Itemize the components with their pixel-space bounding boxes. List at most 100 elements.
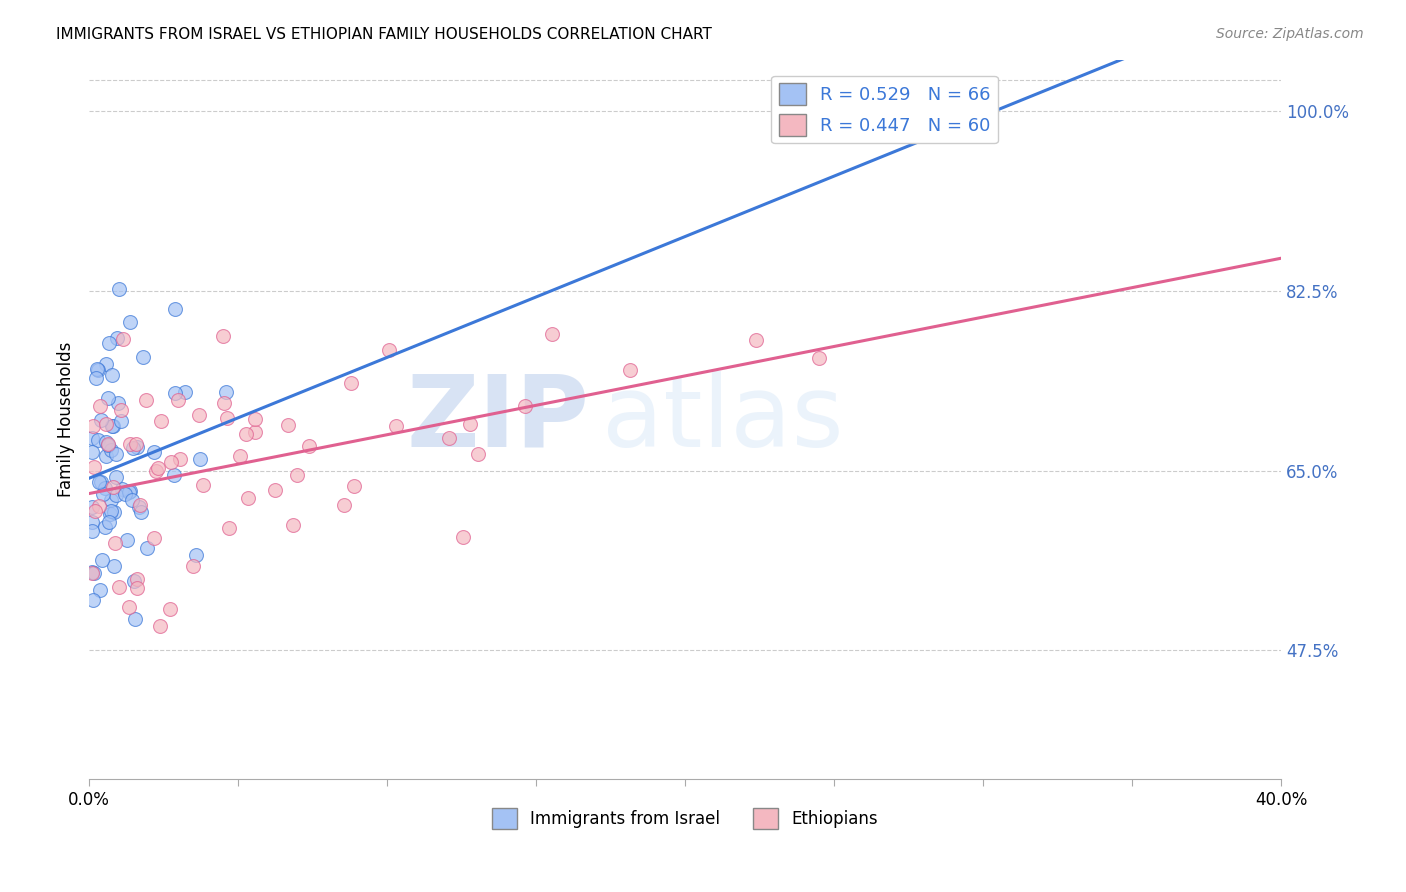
Point — [131, 505, 153, 519]
Point — [96, 357, 118, 371]
Point — [86, 363, 108, 377]
Point — [107, 396, 129, 410]
Point — [212, 396, 235, 410]
Point — [467, 447, 489, 461]
Point — [91, 552, 114, 566]
Point — [169, 451, 191, 466]
Point — [128, 498, 150, 512]
Point — [127, 572, 149, 586]
Point — [181, 559, 204, 574]
Point — [458, 417, 481, 431]
Point — [145, 464, 167, 478]
Point — [124, 611, 146, 625]
Point — [89, 582, 111, 597]
Point — [143, 531, 166, 545]
Point — [105, 331, 128, 345]
Point — [163, 386, 186, 401]
Point — [298, 439, 321, 453]
Point — [103, 418, 125, 433]
Point — [245, 425, 267, 439]
Point — [87, 500, 110, 514]
Y-axis label: Family Households: Family Households — [58, 342, 75, 497]
Point — [114, 487, 136, 501]
Point — [122, 442, 145, 456]
Point — [541, 326, 564, 341]
Point — [94, 482, 117, 496]
Point — [127, 581, 149, 595]
Point — [149, 618, 172, 632]
Point — [83, 460, 105, 475]
Point — [146, 461, 169, 475]
Point — [80, 432, 103, 446]
Point — [104, 488, 127, 502]
Point — [110, 414, 132, 428]
Point — [385, 419, 408, 434]
Point — [186, 548, 208, 562]
Point — [97, 391, 120, 405]
Point — [127, 440, 149, 454]
Point — [745, 333, 768, 347]
Point — [94, 417, 117, 432]
Point — [167, 393, 190, 408]
Point — [80, 566, 103, 580]
Point — [128, 500, 150, 515]
Point — [94, 450, 117, 464]
Point — [215, 411, 238, 425]
Point — [513, 400, 536, 414]
Point — [80, 565, 103, 579]
Point — [108, 580, 131, 594]
Point — [808, 351, 831, 365]
Point — [97, 436, 120, 450]
Text: ZIP: ZIP — [406, 371, 589, 467]
Point — [212, 329, 235, 343]
Point — [163, 302, 186, 317]
Point — [118, 484, 141, 499]
Point — [377, 343, 399, 358]
Point — [98, 507, 121, 521]
Point — [117, 485, 139, 500]
Point — [163, 468, 186, 483]
Point — [104, 469, 127, 483]
Point — [238, 491, 260, 505]
Point — [104, 447, 127, 461]
Point — [100, 443, 122, 458]
Point — [188, 451, 211, 466]
Point — [87, 475, 110, 490]
Point — [437, 431, 460, 445]
Point — [80, 524, 103, 538]
Point — [108, 283, 131, 297]
Point — [84, 371, 107, 385]
Point — [80, 515, 103, 529]
Point — [93, 520, 115, 534]
Point — [89, 399, 111, 413]
Point — [86, 361, 108, 376]
Point — [112, 332, 135, 346]
Point — [235, 427, 257, 442]
Point — [143, 444, 166, 458]
Point — [101, 418, 124, 433]
Point — [82, 419, 104, 434]
Point — [90, 413, 112, 427]
Point — [191, 478, 214, 492]
Point — [104, 536, 127, 550]
Point — [117, 600, 139, 615]
Point — [97, 515, 120, 529]
Text: Source: ZipAtlas.com: Source: ZipAtlas.com — [1216, 27, 1364, 41]
Point — [263, 483, 285, 497]
Point — [281, 518, 304, 533]
Point — [80, 500, 103, 514]
Point — [619, 363, 641, 377]
Point — [97, 438, 120, 452]
Point — [187, 409, 209, 423]
Point — [100, 504, 122, 518]
Point — [451, 530, 474, 544]
Point — [83, 566, 105, 580]
Point — [121, 493, 143, 508]
Point — [80, 445, 103, 459]
Point — [343, 479, 366, 493]
Legend: Immigrants from Israel, Ethiopians: Immigrants from Israel, Ethiopians — [485, 802, 884, 835]
Point — [218, 521, 240, 535]
Point — [124, 574, 146, 588]
Point — [87, 433, 110, 447]
Point — [332, 499, 354, 513]
